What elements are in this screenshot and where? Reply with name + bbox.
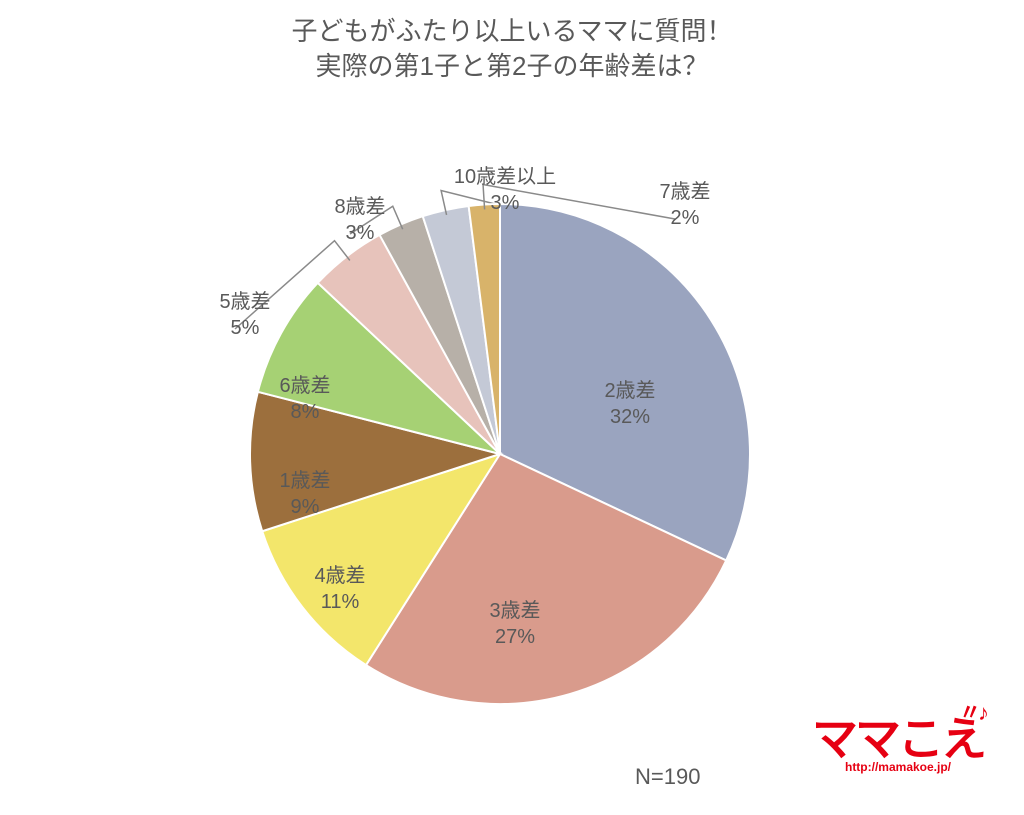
slice-name: 4歳差 (280, 563, 400, 589)
sample-size: N=190 (635, 764, 700, 790)
slice-percent: 8% (245, 399, 365, 425)
logo-spark-icon: 〃♪ (959, 702, 986, 724)
pie-slice-label: 3歳差27% (455, 598, 575, 650)
slice-percent: 3% (300, 220, 420, 246)
slice-name: 5歳差 (185, 289, 305, 315)
slice-percent: 27% (455, 624, 575, 650)
slice-name: 3歳差 (455, 598, 575, 624)
slice-name: 6歳差 (245, 373, 365, 399)
slice-name: 7歳差 (625, 179, 745, 205)
slice-percent: 3% (445, 190, 565, 216)
pie-slice-label: 5歳差5% (185, 289, 305, 341)
pie-slice-label: 6歳差8% (245, 373, 365, 425)
pie-slice-label: 4歳差11% (280, 563, 400, 615)
slice-percent: 11% (280, 589, 400, 615)
slice-percent: 5% (185, 315, 305, 341)
slice-name: 2歳差 (570, 378, 690, 404)
slice-percent: 2% (625, 205, 745, 231)
logo-mark: ママこえ 〃♪ (812, 716, 984, 762)
title-line-2: 実際の第1子と第2子の年齢差は？ (316, 51, 709, 81)
pie-slice-label: 1歳差9% (245, 468, 365, 520)
slice-percent: 32% (570, 404, 690, 430)
pie-slice-label: 7歳差2% (625, 179, 745, 231)
slice-name: 1歳差 (245, 468, 365, 494)
slice-name: 8歳差 (300, 194, 420, 220)
source-logo: ママこえ 〃♪ http://mamakoe.jp/ (812, 716, 984, 774)
title-line-1: 子どもがふたり以上いるママに質問！ (292, 16, 733, 46)
pie-chart: 2歳差32%3歳差27%4歳差11%1歳差9%6歳差8%5歳差5%8歳差3%10… (0, 84, 1024, 804)
pie-slice-label: 10歳差以上3% (445, 164, 565, 216)
pie-slice-label: 8歳差3% (300, 194, 420, 246)
pie-slice-label: 2歳差32% (570, 378, 690, 430)
slice-percent: 9% (245, 494, 365, 520)
chart-title: 子どもがふたり以上いるママに質問！ 実際の第1子と第2子の年齢差は？ (0, 0, 1024, 84)
slice-name: 10歳差以上 (445, 164, 565, 190)
